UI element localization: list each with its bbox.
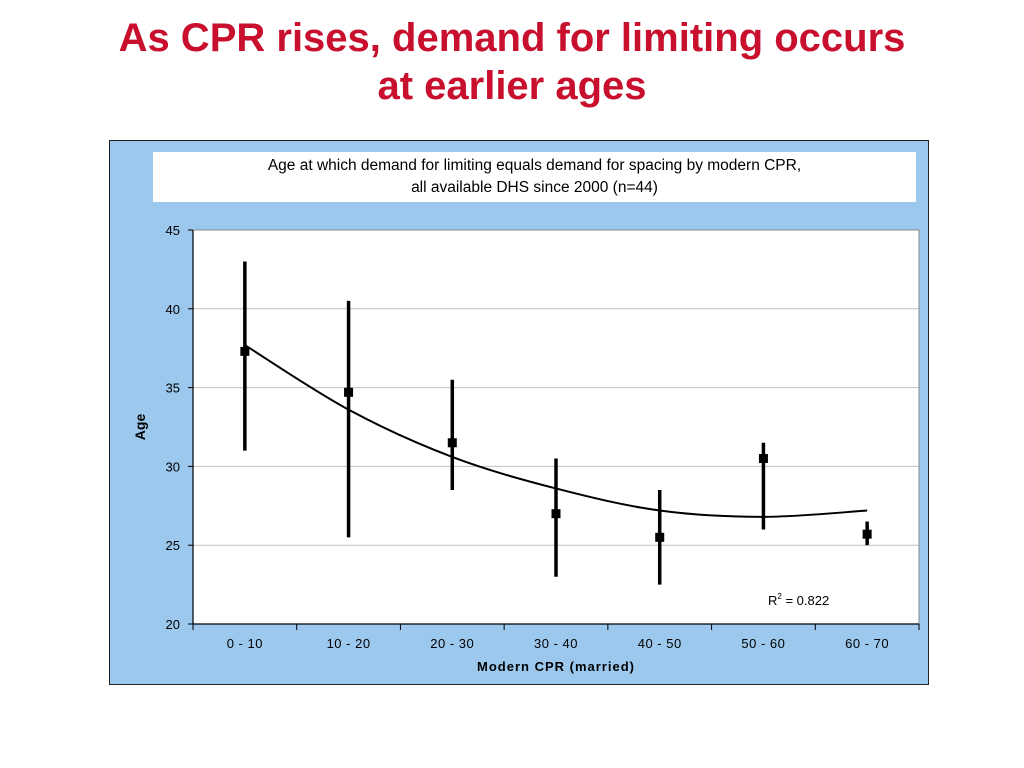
data-point xyxy=(551,509,561,519)
chart-title-line-2: all available DHS since 2000 (n=44) xyxy=(411,179,658,196)
x-tick-label: 60 - 70 xyxy=(845,636,889,651)
y-tick-label: 45 xyxy=(166,223,180,238)
axes xyxy=(188,229,920,630)
r-squared-annotation: R2 = 0.822 xyxy=(768,592,829,608)
x-tick-label: 0 - 10 xyxy=(227,636,263,651)
slide-title-line-1: As CPR rises, demand for limiting occurs xyxy=(118,16,906,60)
r-squared-label: R xyxy=(768,593,777,608)
slide-title-line-2: at earlier ages xyxy=(377,64,647,108)
x-tick-label: 40 - 50 xyxy=(638,636,682,651)
data-point xyxy=(344,387,354,397)
r-squared-value: = 0.822 xyxy=(782,593,829,608)
x-tick-label: 20 - 30 xyxy=(430,636,474,651)
x-tick-label: 10 - 20 xyxy=(327,636,371,651)
y-tick-label: 20 xyxy=(166,617,180,632)
y-tick-label: 35 xyxy=(166,381,180,396)
x-axis-label: Modern CPR (married) xyxy=(477,659,635,674)
y-axis-label: Age xyxy=(132,414,148,441)
x-tick-label: 50 - 60 xyxy=(741,636,785,651)
y-tick-label: 40 xyxy=(166,302,180,317)
data-point xyxy=(240,346,250,356)
data-point xyxy=(447,438,457,448)
data-point xyxy=(655,532,665,542)
data-point xyxy=(862,529,872,539)
slide-title: As CPR rises, demand for limiting occurs… xyxy=(0,14,1024,110)
y-tick-label: 25 xyxy=(166,538,180,553)
data-point xyxy=(758,454,768,464)
r-squared-exponent: 2 xyxy=(777,592,782,601)
y-tick-label: 30 xyxy=(166,459,180,474)
chart-title: Age at which demand for limiting equals … xyxy=(153,152,916,202)
data-marks xyxy=(240,261,872,585)
chart-title-line-1: Age at which demand for limiting equals … xyxy=(267,157,802,174)
tick-labels: 20 25 30 35 40 45 0 - 10 10 - 20 20 - 30 30 - 40 4… xyxy=(166,223,889,651)
x-tick-label: 30 - 40 xyxy=(534,636,578,651)
